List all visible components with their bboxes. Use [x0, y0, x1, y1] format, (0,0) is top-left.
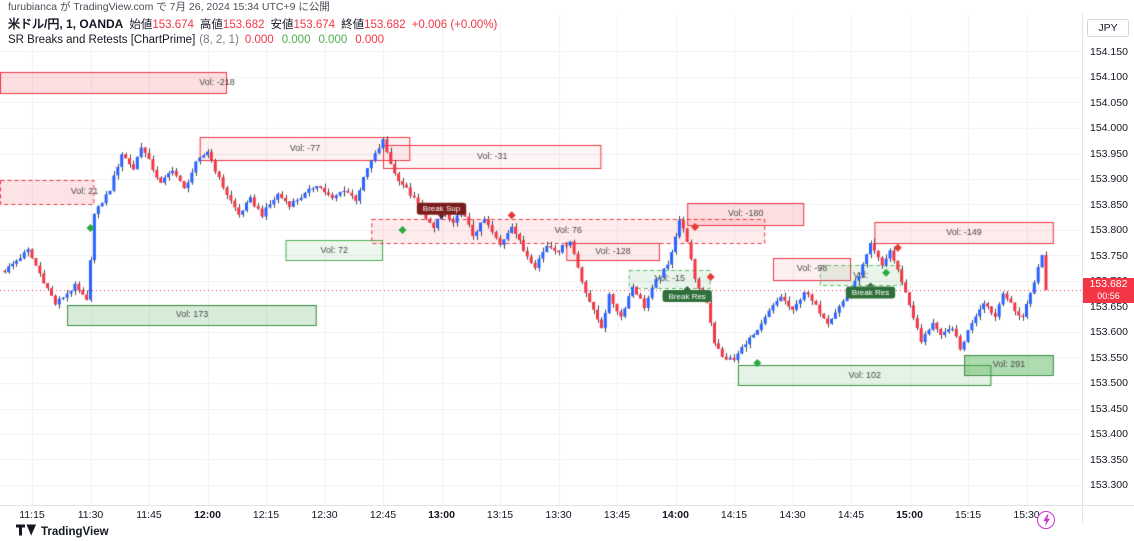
- change-value: +0.006 (+0.00%): [411, 19, 498, 31]
- price-tick: 154.100: [1090, 71, 1128, 83]
- time-tick: 13:15: [486, 509, 514, 521]
- time-tick: 12:00: [194, 509, 221, 521]
- chart-canvas[interactable]: [0, 14, 1082, 505]
- time-tick: 12:45: [369, 509, 397, 521]
- chart-legend: 米ドル/円, 1, OANDA 始値153.674 高値153.682 安値153.6…: [8, 17, 497, 48]
- ohlc-field: 安値153.674: [270, 19, 336, 31]
- indicator-value: 0.000: [355, 34, 385, 46]
- indicator-value: 0.000: [318, 34, 348, 46]
- ohlc-field: 高値153.682: [199, 19, 265, 31]
- time-tick: 14:00: [662, 509, 689, 521]
- indicator-params: (8, 2, 1): [199, 34, 239, 46]
- indicator-values: 0.000 0.000 0.000 0.000: [245, 34, 392, 46]
- price-tick: 153.850: [1090, 198, 1128, 211]
- price-axis[interactable]: JPY 154.150 154.100 154.050 154.000 153.950 1…: [1083, 14, 1134, 505]
- ohlc-values: 始値153.674 高値153.682 安値153.674 終値153.682 +0.0…: [129, 19, 497, 31]
- time-tick: 13:00: [428, 509, 455, 521]
- tradingview-logo-text[interactable]: TradingView: [41, 526, 109, 538]
- price-tick: 154.050: [1090, 96, 1128, 109]
- time-tick: 14:15: [720, 509, 748, 521]
- price-tick: 153.800: [1090, 224, 1128, 236]
- publish-caption: furubianca が TradingView.com で 7月 26, 20…: [8, 1, 330, 13]
- time-tick: 13:45: [603, 509, 631, 521]
- boost-icon[interactable]: [1037, 511, 1055, 529]
- indicator-legend-row[interactable]: SR Breaks and Retests [ChartPrime] (8, 2,…: [8, 33, 497, 48]
- price-tick: 153.750: [1090, 249, 1128, 262]
- symbol-title: 米ドル/円, 1, OANDA: [8, 17, 124, 31]
- price-tick: 153.650: [1090, 300, 1128, 313]
- time-axis-separator: [0, 505, 1134, 506]
- last-price-badge: 153.682 00:56: [1083, 278, 1134, 304]
- ohlc-field: 始値153.674: [129, 19, 194, 31]
- price-tick: 153.500: [1090, 377, 1128, 389]
- currency-button[interactable]: JPY: [1087, 19, 1129, 37]
- tradingview-logo-icon[interactable]: [16, 523, 36, 541]
- time-tick: 14:30: [779, 509, 806, 521]
- symbol-legend-row[interactable]: 米ドル/円, 1, OANDA 始値153.674 高値153.682 安値153.6…: [8, 17, 497, 33]
- price-tick: 153.450: [1090, 402, 1128, 415]
- time-tick: 15:00: [896, 509, 923, 521]
- time-axis[interactable]: 11:15 11:30 11:45 12:00 12:15 12:30 12:45 13:00…: [0, 506, 1082, 523]
- price-tick: 153.950: [1090, 147, 1128, 160]
- price-tick: 153.550: [1090, 351, 1128, 364]
- time-tick: 12:30: [311, 509, 338, 521]
- time-tick: 12:15: [252, 509, 280, 521]
- time-tick: 14:45: [837, 509, 865, 521]
- price-tick: 153.600: [1090, 326, 1128, 338]
- time-tick: 11:45: [136, 509, 162, 521]
- time-tick: 15:15: [954, 509, 982, 521]
- time-tick: 15:30: [1013, 509, 1040, 521]
- indicator-name: SR Breaks and Retests [ChartPrime]: [8, 34, 196, 46]
- footer: TradingView: [16, 523, 109, 541]
- time-tick: 13:30: [545, 509, 572, 521]
- price-tick: 153.900: [1090, 173, 1128, 185]
- price-tick: 153.300: [1090, 479, 1128, 491]
- indicator-value: 0.000: [244, 34, 274, 46]
- last-price-value: 153.682: [1089, 278, 1128, 291]
- price-tick: 154.150: [1090, 45, 1128, 58]
- ohlc-field: 終値153.682: [341, 19, 406, 31]
- bar-countdown: 00:56: [1097, 291, 1120, 302]
- price-tick: 153.350: [1090, 453, 1128, 466]
- price-tick: 154.000: [1090, 122, 1128, 134]
- price-tick: 153.400: [1090, 428, 1128, 440]
- time-tick: 11:15: [19, 509, 45, 521]
- price-axis-separator: [1082, 14, 1083, 523]
- indicator-value: 0.000: [281, 34, 311, 46]
- time-tick: 11:30: [77, 509, 104, 521]
